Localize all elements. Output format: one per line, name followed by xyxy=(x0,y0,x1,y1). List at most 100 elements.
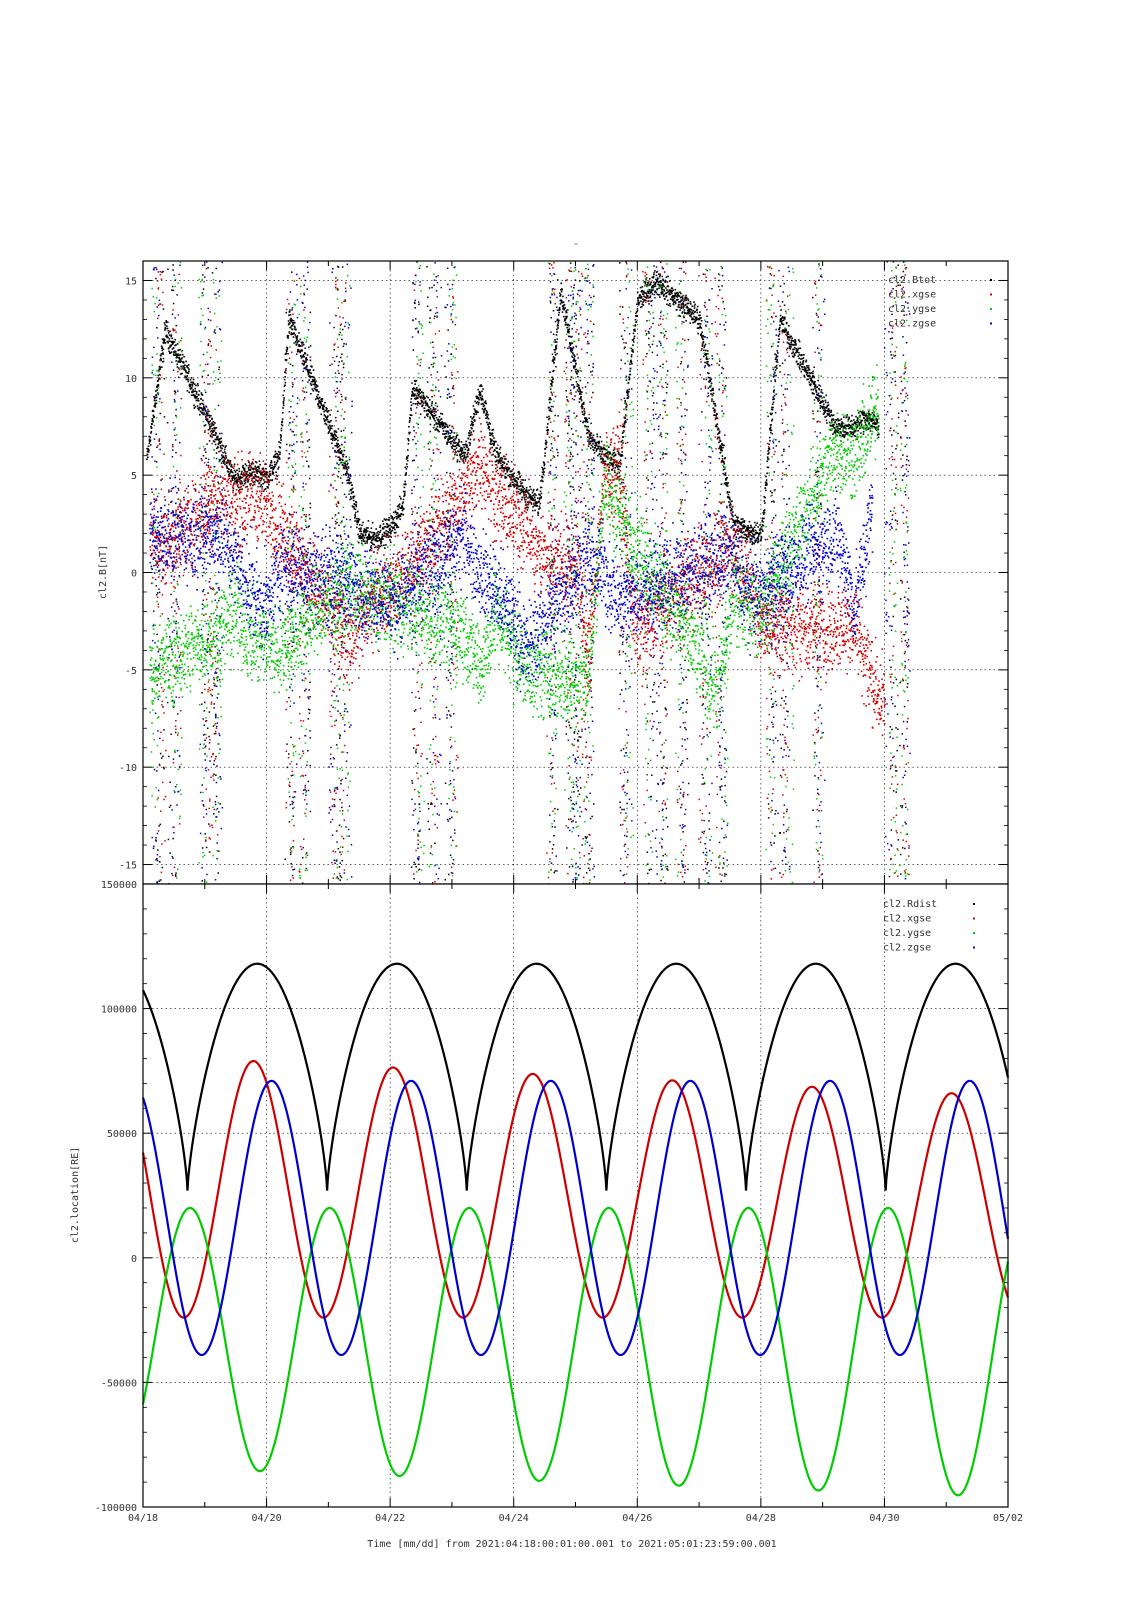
top-point xyxy=(872,426,874,428)
top-point xyxy=(714,403,716,405)
top-point xyxy=(620,635,622,637)
top-point xyxy=(478,404,480,406)
top-point xyxy=(837,418,839,420)
top-point xyxy=(277,454,279,456)
top-point xyxy=(444,438,446,440)
top-point xyxy=(363,532,365,534)
top-point xyxy=(343,343,345,345)
top-point xyxy=(572,486,574,488)
top-point xyxy=(408,440,410,442)
top-point xyxy=(427,381,429,383)
top-point xyxy=(212,272,214,274)
top-point xyxy=(619,313,621,315)
top-point xyxy=(435,402,437,404)
top-point xyxy=(329,414,331,416)
top-point xyxy=(413,486,415,488)
top-point xyxy=(169,636,171,638)
top-point xyxy=(748,536,750,538)
top-point xyxy=(244,474,246,476)
top-point xyxy=(218,600,220,602)
top-point xyxy=(648,338,650,340)
top-point xyxy=(430,804,432,806)
top-point xyxy=(568,331,570,333)
top-point xyxy=(856,422,858,424)
top-point xyxy=(769,437,771,439)
top-point xyxy=(627,393,629,395)
top-point xyxy=(573,489,575,491)
top-point xyxy=(587,436,589,438)
top-point xyxy=(822,392,824,394)
top-point xyxy=(437,426,439,428)
top-point xyxy=(569,325,571,327)
top-point xyxy=(602,451,604,453)
top-point xyxy=(758,541,760,543)
top-point xyxy=(705,350,707,352)
top-point xyxy=(399,519,401,521)
top-point xyxy=(840,432,842,434)
top-point xyxy=(238,468,240,470)
top-point xyxy=(560,283,562,285)
top-point xyxy=(566,390,568,392)
top-point xyxy=(779,331,781,333)
top-point xyxy=(809,382,811,384)
top-point xyxy=(415,752,417,754)
top-point xyxy=(625,342,627,344)
top-point xyxy=(384,547,386,549)
top-point xyxy=(566,327,568,329)
top-point xyxy=(216,796,218,798)
top-point xyxy=(469,444,471,446)
top-point xyxy=(486,412,488,414)
top-point xyxy=(524,479,526,481)
top-point xyxy=(288,697,290,699)
top-point xyxy=(564,307,566,309)
top-point xyxy=(204,431,206,433)
top-point xyxy=(285,370,287,372)
top-point xyxy=(164,416,166,418)
top-point xyxy=(152,418,154,420)
top-point xyxy=(427,403,429,405)
top-point xyxy=(260,486,262,488)
top-point xyxy=(851,415,853,417)
top-point xyxy=(421,391,423,393)
top-point xyxy=(324,406,326,408)
top-point xyxy=(419,698,421,700)
top-point xyxy=(347,477,349,479)
top-point xyxy=(413,728,415,730)
top-point xyxy=(543,471,545,473)
top-point xyxy=(216,427,218,429)
top-point xyxy=(878,425,880,427)
top-point xyxy=(408,426,410,428)
top-point xyxy=(380,530,382,532)
top-point xyxy=(784,317,786,319)
top-point xyxy=(842,436,844,438)
top-point xyxy=(463,444,465,446)
top-point xyxy=(541,493,543,495)
top-point xyxy=(825,395,827,397)
top-point xyxy=(289,786,291,788)
top-point xyxy=(307,750,309,752)
top-point xyxy=(462,449,464,451)
top-point xyxy=(775,357,777,359)
top-point xyxy=(209,417,211,419)
top-point xyxy=(429,287,431,289)
top-point xyxy=(372,539,374,541)
top-point xyxy=(470,416,472,418)
top-point xyxy=(192,392,194,394)
top-point xyxy=(258,476,260,478)
top-point xyxy=(831,410,833,412)
top-point xyxy=(772,407,774,409)
top-point xyxy=(641,296,643,298)
top-point xyxy=(433,418,435,420)
top-point xyxy=(798,358,800,360)
top-point xyxy=(407,438,409,440)
top-point xyxy=(174,390,176,392)
top-point xyxy=(203,804,205,806)
top-point xyxy=(339,448,341,450)
top-point xyxy=(600,455,602,457)
top-point xyxy=(186,375,188,377)
top-point xyxy=(613,464,615,466)
top-point xyxy=(446,424,448,426)
top-point xyxy=(637,291,639,293)
top-point xyxy=(148,449,150,451)
top-point xyxy=(712,389,714,391)
